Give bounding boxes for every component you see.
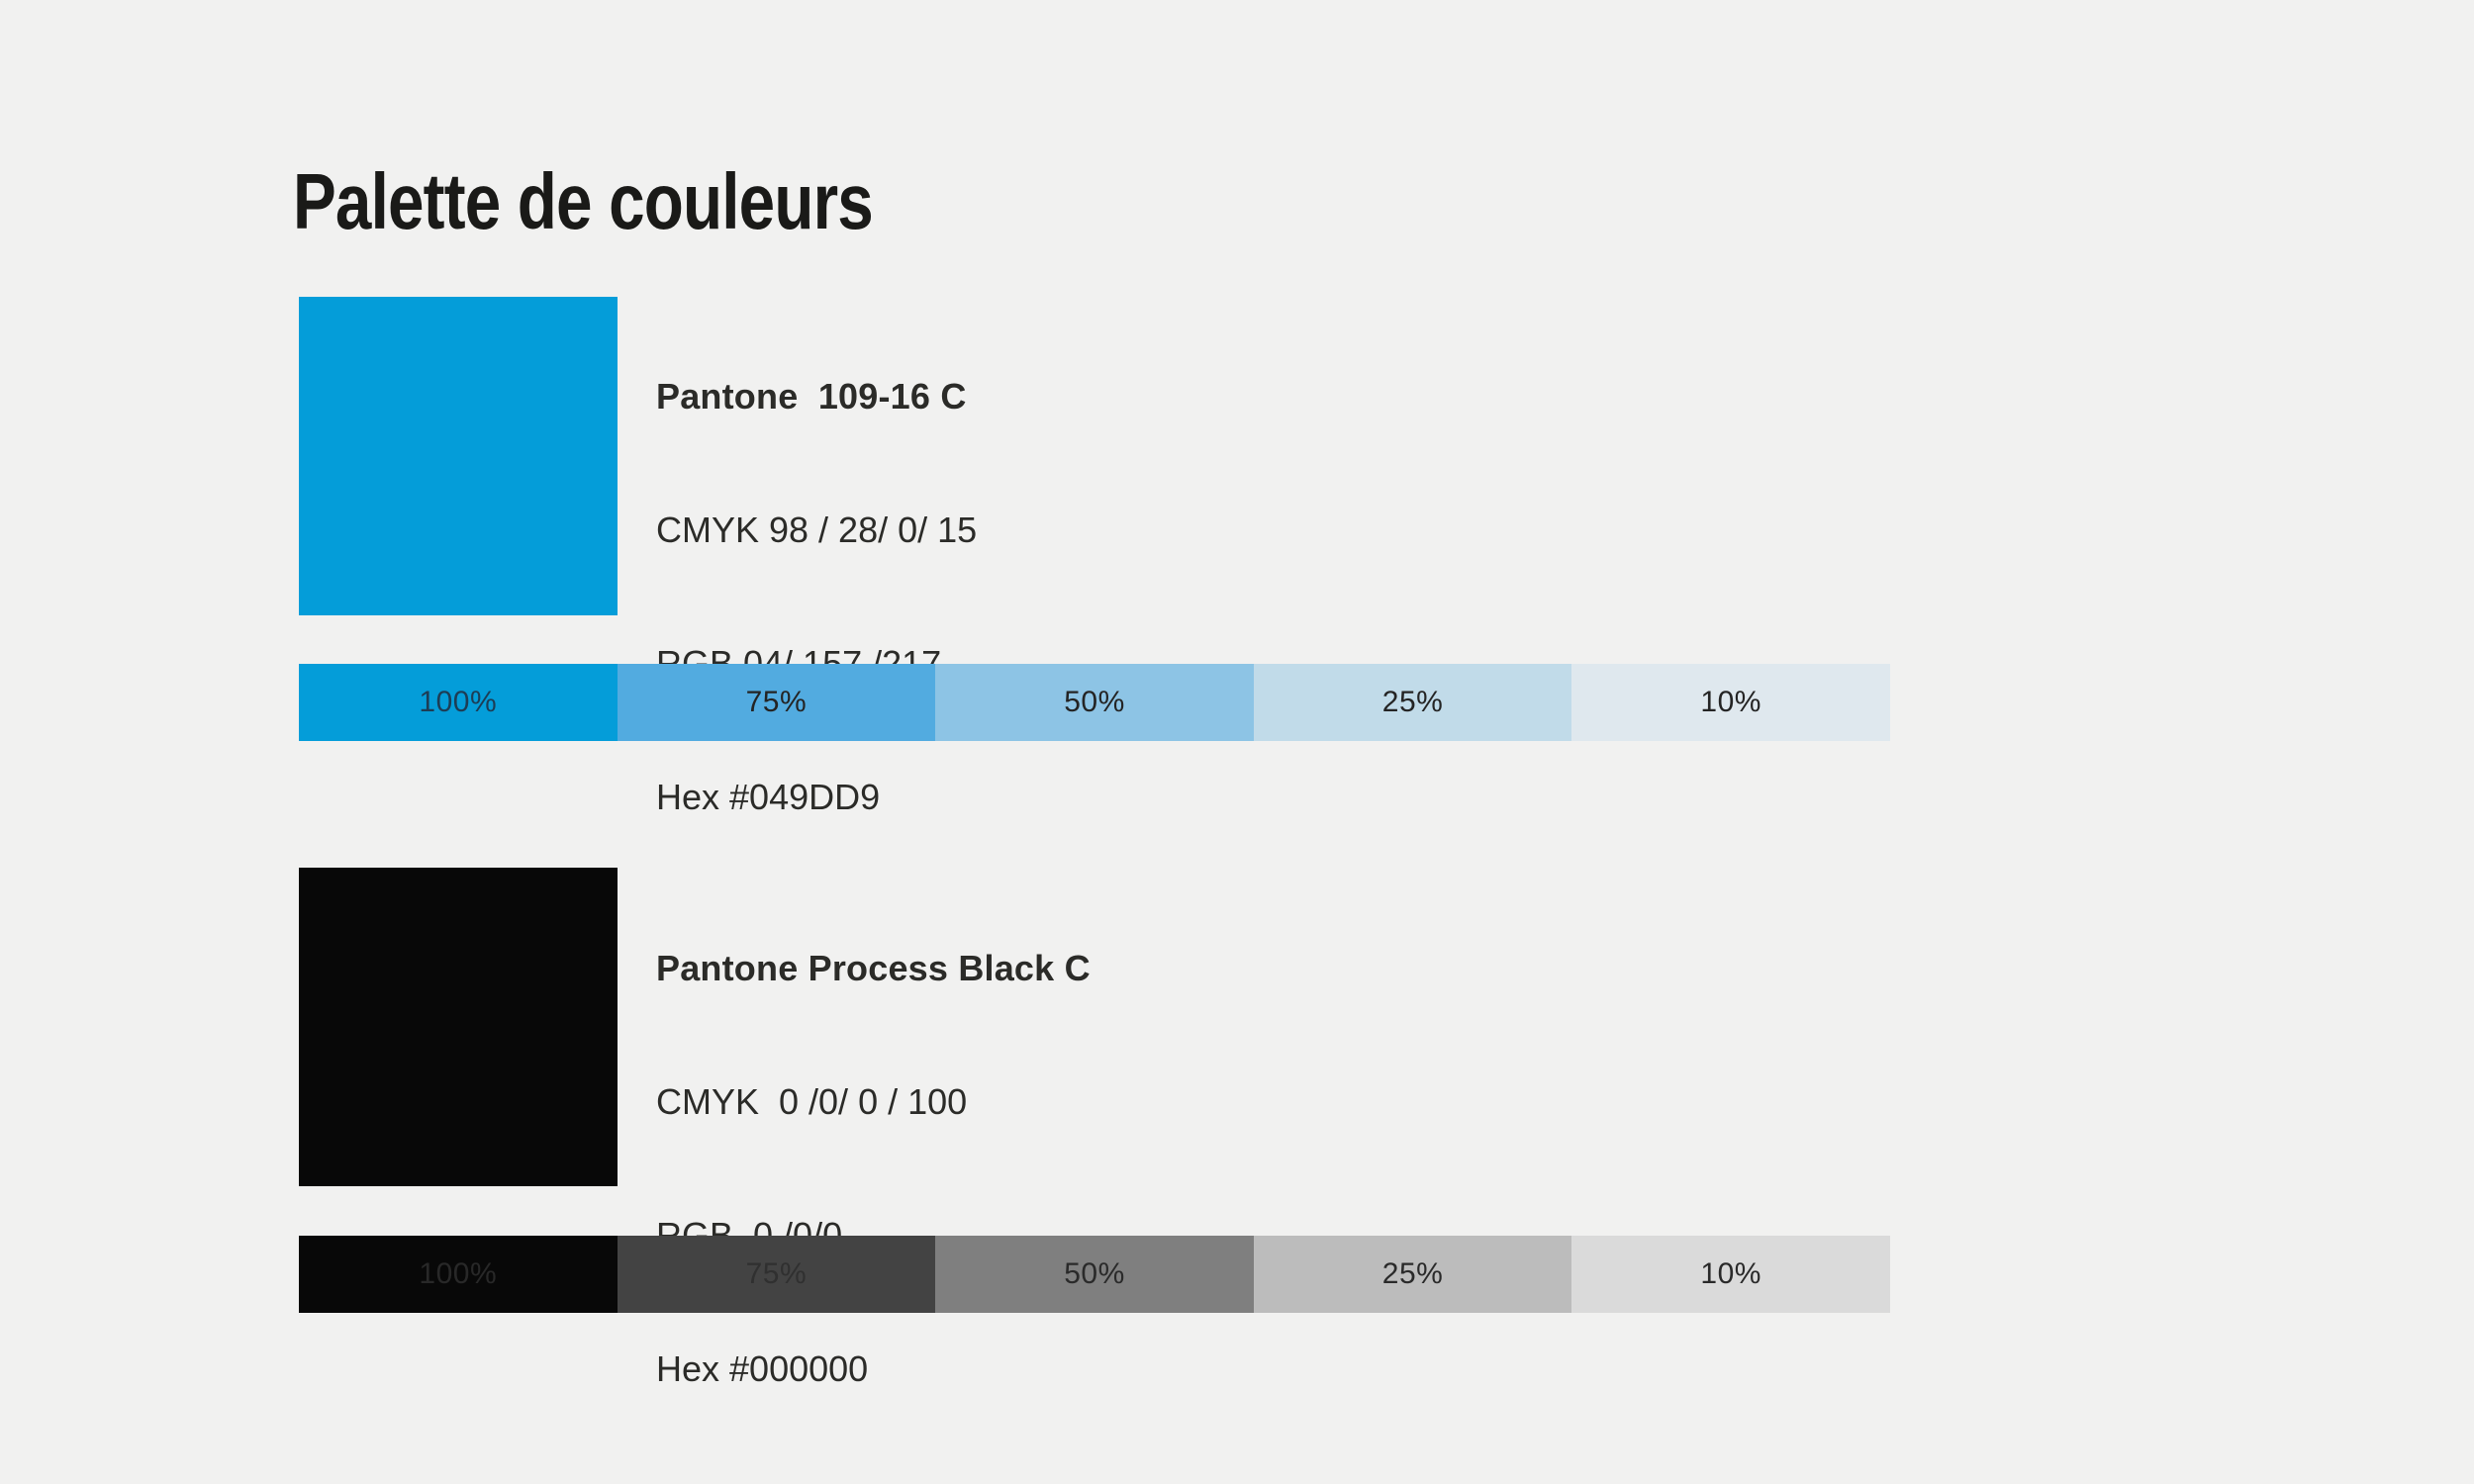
tint-segment-10: 10% [1571,664,1890,741]
tint-label: 10% [1700,1257,1761,1290]
color-cmyk: CMYK 0 /0/ 0 / 100 [656,1081,968,1122]
tint-segment-100: 100% [299,664,618,741]
color-hex: Hex #049DD9 [656,777,881,817]
page-title: Palette de couleurs [293,156,874,245]
tint-segment-50: 50% [935,1236,1254,1313]
tint-label: 25% [1381,1257,1444,1290]
tint-label: 50% [1064,1257,1125,1290]
color-name: Pantone Process Black C [656,948,1091,988]
tint-segment-10: 10% [1571,1236,1890,1313]
color-swatch-blue [299,297,618,615]
tint-segment-75: 75% [617,664,936,741]
tint-segment-25: 25% [1253,664,1572,741]
tint-bar-blue: 100% 75% 50% 25% 10% [299,664,1890,741]
color-specs-black: Pantone Process Black C CMYK 0 /0/ 0 / 1… [656,857,1091,1480]
color-cmyk: CMYK 98 / 28/ 0/ 15 [656,510,978,550]
color-specs-blue: Pantone 109-16 C CMYK 98 / 28/ 0/ 15 RGB… [656,285,977,908]
color-swatch-black [299,868,618,1186]
tint-label: 100% [419,1257,498,1290]
tint-label: 75% [745,1257,808,1290]
tint-segment-100: 100% [299,1236,618,1313]
tint-segment-50: 50% [935,664,1254,741]
color-name: Pantone 109-16 C [656,376,967,417]
tint-label: 75% [745,686,808,718]
tint-bar-black: 100% 75% 50% 25% 10% [299,1236,1890,1313]
color-hex: Hex #000000 [656,1348,869,1389]
tint-label: 100% [419,686,498,718]
tint-label: 50% [1064,686,1125,718]
tint-label: 25% [1381,686,1444,718]
tint-segment-75: 75% [617,1236,936,1313]
tint-segment-25: 25% [1253,1236,1572,1313]
tint-label: 10% [1700,686,1761,718]
